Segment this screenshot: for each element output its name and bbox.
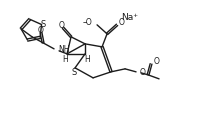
Text: S: S xyxy=(71,68,77,77)
Text: –O: –O xyxy=(82,18,92,27)
Text: H: H xyxy=(62,55,68,64)
Text: O: O xyxy=(154,56,159,65)
Text: O: O xyxy=(38,26,44,35)
Text: NH: NH xyxy=(58,44,70,53)
Text: O: O xyxy=(119,18,125,27)
Text: O: O xyxy=(140,67,145,76)
Text: H: H xyxy=(84,55,90,64)
Text: O: O xyxy=(59,21,65,30)
Text: S: S xyxy=(40,20,46,29)
Text: Na⁺: Na⁺ xyxy=(122,13,138,22)
